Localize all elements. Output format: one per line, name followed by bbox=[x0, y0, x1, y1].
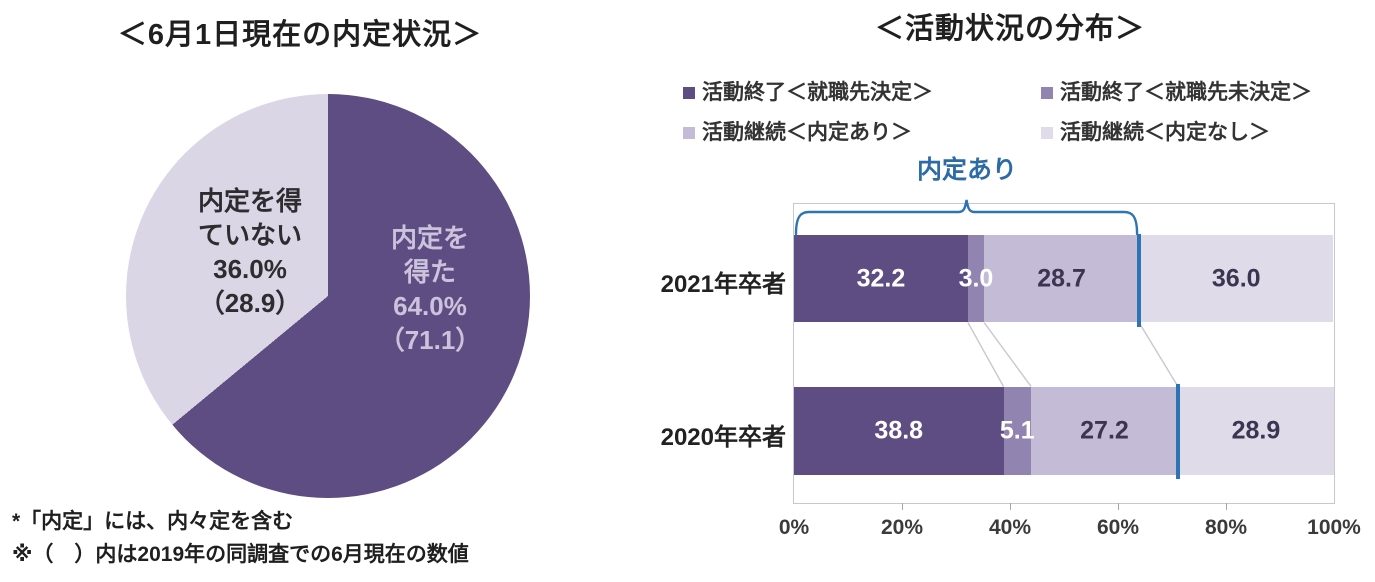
legend-label: 活動終了＜就職先決定＞ bbox=[702, 81, 933, 104]
offer-boundary-line bbox=[1175, 384, 1180, 479]
bar-segment: 28.7 bbox=[984, 235, 1140, 322]
legend-item-continuing-with-offer: 活動継続＜内定あり＞ bbox=[683, 116, 912, 146]
stacked-bar-plot: 内定あり 32.2 3.0 28.7 36.0 38.8 5.1 27.2 28.9 0% 2… bbox=[779, 156, 1361, 539]
legend-item-continuing-no-offer: 活動継続＜内定なし＞ bbox=[1041, 116, 1270, 146]
legend-swatch-icon bbox=[1041, 127, 1053, 139]
segment-value-label: 28.7 bbox=[1037, 264, 1086, 292]
axis-tick-label: 20% bbox=[880, 516, 924, 539]
segment-value-label: 32.2 bbox=[856, 264, 906, 292]
row-label-2021: 2021年卒者 bbox=[660, 271, 786, 298]
legend-label: 活動終了＜就職先未決定＞ bbox=[1060, 81, 1312, 104]
legend-label: 活動継続＜内定あり＞ bbox=[702, 121, 912, 144]
segment-value-label: 38.8 bbox=[874, 416, 924, 445]
legend-swatch-icon bbox=[683, 127, 695, 139]
row-label-2020: 2020年卒者 bbox=[660, 424, 786, 451]
legend-item-ended-undecided: 活動終了＜就職先未決定＞ bbox=[1041, 76, 1312, 106]
pie-label-line: ていない bbox=[197, 220, 302, 250]
segment-value-label: 27.2 bbox=[1080, 416, 1129, 445]
pie-label-value: 64.0% bbox=[393, 291, 467, 321]
footnote-naitei: *「内定」には、内々定を含む bbox=[12, 510, 294, 533]
segment-value-label: 28.9 bbox=[1231, 416, 1281, 445]
bar-segment: 27.2 bbox=[1031, 387, 1178, 475]
bar-segment: 32.2 bbox=[794, 235, 968, 322]
bar-segment: 3.0 bbox=[959, 235, 993, 322]
segment-value-label: 5.1 bbox=[999, 416, 1035, 445]
axis-tick bbox=[1118, 503, 1119, 510]
footnotes: *「内定」には、内々定を含む ※（ ）内は2019年の同調査での6月現在の数値 bbox=[12, 505, 469, 571]
axis-tick-label: 100% bbox=[1307, 516, 1361, 539]
pie-label-no-offer: 内定を得 ていない 36.0% （28.9） bbox=[158, 184, 342, 320]
axis-tick-label: 60% bbox=[1096, 516, 1140, 539]
bar-segment: 38.8 bbox=[794, 387, 1004, 475]
pie-label-prev-value: （28.9） bbox=[198, 288, 302, 318]
axis-tick-label: 80% bbox=[1204, 516, 1248, 539]
offer-bracket bbox=[794, 199, 1139, 236]
legend-item-ended-decided: 活動終了＜就職先決定＞ bbox=[683, 76, 933, 106]
bar-2020: 38.8 5.1 27.2 28.9 bbox=[794, 387, 1334, 475]
offer-boundary-line bbox=[1137, 234, 1142, 327]
legend-label: 活動継続＜内定なし＞ bbox=[1060, 121, 1270, 144]
footnote-2019: ※（ ）内は2019年の同調査での6月現在の数値 bbox=[12, 543, 469, 566]
pie-label-line: 内定を bbox=[390, 223, 469, 253]
bar-chart-title: ＜活動状況の分布＞ bbox=[874, 13, 1145, 45]
legend-swatch-icon bbox=[1041, 87, 1053, 99]
pie-label-prev-value: （71.1） bbox=[378, 325, 482, 355]
axis-tick bbox=[1226, 503, 1227, 510]
bracket-label: 内定あり bbox=[916, 156, 1017, 184]
pie-label-line: 得た bbox=[403, 257, 456, 287]
pie-chart-title: ＜6月1日現在の内定状況＞ bbox=[117, 19, 483, 51]
pie-label-offer-obtained: 内定を 得た 64.0% （71.1） bbox=[344, 221, 516, 357]
pie-label-line: 内定を得 bbox=[197, 186, 302, 216]
axis-tick-label: 40% bbox=[988, 516, 1032, 539]
bar-segment: 36.0 bbox=[1139, 235, 1334, 322]
bar-segment: 5.1 bbox=[1000, 387, 1035, 475]
segment-connectors bbox=[967, 322, 1179, 387]
axis-tick bbox=[1010, 503, 1011, 510]
axis-tick-label: 0% bbox=[778, 516, 810, 539]
segment-value-label: 3.0 bbox=[958, 264, 994, 292]
bar-2021: 32.2 3.0 28.7 36.0 bbox=[794, 235, 1334, 322]
legend-swatch-icon bbox=[683, 87, 695, 99]
pie-label-value: 36.0% bbox=[213, 254, 287, 284]
axis-tick bbox=[902, 503, 903, 510]
bar-segment: 28.9 bbox=[1177, 387, 1334, 475]
pie-chart bbox=[126, 94, 530, 498]
segment-value-label: 36.0 bbox=[1211, 264, 1261, 292]
